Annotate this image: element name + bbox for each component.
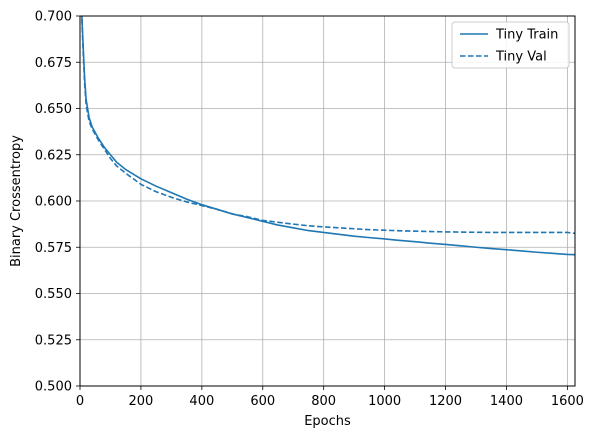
x-tick-label: 1200 <box>429 394 462 409</box>
y-tick-label: 0.675 <box>35 56 72 71</box>
y-tick-label: 0.625 <box>35 148 72 163</box>
y-axis-ticks: 0.500 0.525 0.550 0.575 0.600 0.625 0.650 0.675… <box>35 10 80 395</box>
y-tick-label: 0.650 <box>35 102 72 117</box>
x-tick-label: 400 <box>189 394 214 409</box>
series-layer <box>80 16 575 256</box>
x-axis-ticks: 0 200 400 600 800 1000 1200 1400 1600 <box>76 386 584 409</box>
y-tick-label: 0.700 <box>35 10 72 25</box>
legend: Tiny Train Tiny Val <box>451 21 570 69</box>
x-tick-label: 200 <box>129 394 154 409</box>
y-tick-label: 0.500 <box>35 380 72 395</box>
series-line-tiny-val <box>80 16 575 235</box>
y-tick-label: 0.525 <box>35 333 72 348</box>
x-tick-label: 600 <box>250 394 275 409</box>
x-tick-label: 800 <box>311 394 336 409</box>
legend-label: Tiny Val <box>495 50 547 65</box>
x-tick-label: 1400 <box>490 394 523 409</box>
x-tick-label: 0 <box>76 394 84 409</box>
series-line-tiny-train <box>81 16 575 256</box>
x-tick-label: 1000 <box>368 394 401 409</box>
y-tick-label: 0.575 <box>35 241 72 256</box>
legend-label: Tiny Train <box>495 28 558 43</box>
x-axis-label: Epochs <box>304 414 351 429</box>
y-tick-label: 0.550 <box>35 287 72 302</box>
x-tick-label: 1600 <box>551 394 584 409</box>
grid <box>79 15 575 387</box>
y-axis-label: Binary Crossentropy <box>9 135 24 267</box>
y-tick-label: 0.600 <box>35 195 72 210</box>
